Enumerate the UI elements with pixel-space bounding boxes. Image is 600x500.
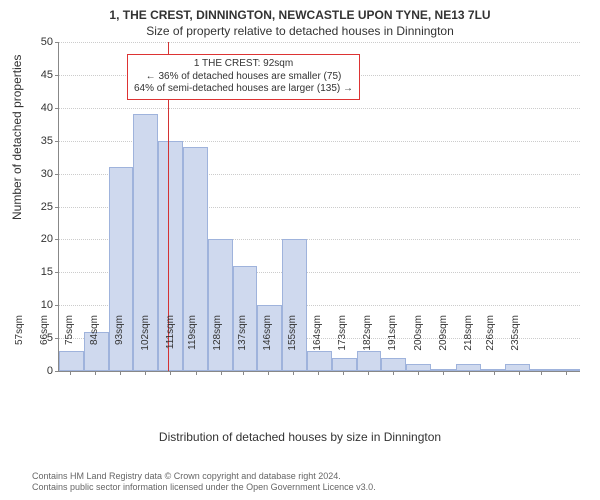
chart-plot: 0510152025303540455057sqm66sqm75sqm84sqm… bbox=[58, 42, 580, 372]
footer-attribution: Contains HM Land Registry data © Crown c… bbox=[32, 471, 580, 494]
ytick-mark bbox=[55, 272, 59, 273]
histogram-bar bbox=[555, 369, 580, 371]
ytick-label: 25 bbox=[41, 201, 53, 213]
ytick-label: 10 bbox=[41, 299, 53, 311]
grid-line bbox=[59, 42, 580, 43]
xtick-label: 182sqm bbox=[362, 315, 373, 375]
ytick-mark bbox=[55, 239, 59, 240]
xtick-label: 111sqm bbox=[165, 315, 176, 375]
ytick-mark bbox=[55, 42, 59, 43]
xtick-label: 146sqm bbox=[262, 315, 273, 375]
xtick-label: 93sqm bbox=[114, 315, 125, 375]
xtick-label: 218sqm bbox=[463, 315, 474, 375]
chart-container: 1, THE CREST, DINNINGTON, NEWCASTLE UPON… bbox=[0, 0, 600, 500]
chart-title-line1: 1, THE CREST, DINNINGTON, NEWCASTLE UPON… bbox=[0, 0, 600, 22]
x-axis-label: Distribution of detached houses by size … bbox=[0, 430, 600, 444]
annotation-box: 1 THE CREST: 92sqm← 36% of detached hous… bbox=[127, 54, 360, 100]
xtick-label: 235sqm bbox=[510, 315, 521, 375]
chart-title-line2: Size of property relative to detached ho… bbox=[0, 22, 600, 42]
ytick-label: 30 bbox=[41, 168, 53, 180]
footer-line2: Contains public sector information licen… bbox=[32, 482, 580, 494]
xtick-label: 102sqm bbox=[140, 315, 151, 375]
xtick-label: 137sqm bbox=[237, 315, 248, 375]
xtick-label: 155sqm bbox=[287, 315, 298, 375]
xtick-label: 57sqm bbox=[14, 315, 25, 375]
annotation-line1: 1 THE CREST: 92sqm bbox=[134, 58, 353, 71]
ytick-label: 40 bbox=[41, 102, 53, 114]
histogram-bar bbox=[530, 369, 555, 371]
xtick-label: 164sqm bbox=[312, 315, 323, 375]
xtick-label: 191sqm bbox=[387, 315, 398, 375]
ytick-mark bbox=[55, 141, 59, 142]
ytick-mark bbox=[55, 338, 59, 339]
xtick-mark bbox=[541, 371, 542, 375]
xtick-mark bbox=[566, 371, 567, 375]
xtick-label: 66sqm bbox=[39, 315, 50, 375]
ytick-mark bbox=[55, 371, 59, 372]
xtick-label: 200sqm bbox=[413, 315, 424, 375]
xtick-label: 128sqm bbox=[212, 315, 223, 375]
ytick-label: 45 bbox=[41, 69, 53, 81]
ytick-mark bbox=[55, 305, 59, 306]
grid-line bbox=[59, 108, 580, 109]
xtick-label: 173sqm bbox=[337, 315, 348, 375]
ytick-label: 35 bbox=[41, 135, 53, 147]
ytick-mark bbox=[55, 108, 59, 109]
footer-line1: Contains HM Land Registry data © Crown c… bbox=[32, 471, 580, 483]
ytick-label: 50 bbox=[41, 36, 53, 48]
y-axis-label: Number of detached properties bbox=[10, 55, 24, 220]
ytick-mark bbox=[55, 75, 59, 76]
ytick-mark bbox=[55, 207, 59, 208]
xtick-label: 119sqm bbox=[187, 315, 198, 375]
plot-area: 0510152025303540455057sqm66sqm75sqm84sqm… bbox=[58, 42, 580, 372]
ytick-label: 20 bbox=[41, 233, 53, 245]
xtick-label: 226sqm bbox=[485, 315, 496, 375]
annotation-line2: ← 36% of detached houses are smaller (75… bbox=[134, 71, 353, 84]
xtick-label: 84sqm bbox=[89, 315, 100, 375]
ytick-mark bbox=[55, 174, 59, 175]
xtick-label: 209sqm bbox=[438, 315, 449, 375]
xtick-label: 75sqm bbox=[64, 315, 75, 375]
ytick-label: 15 bbox=[41, 266, 53, 278]
annotation-line3: 64% of semi-detached houses are larger (… bbox=[134, 83, 353, 96]
